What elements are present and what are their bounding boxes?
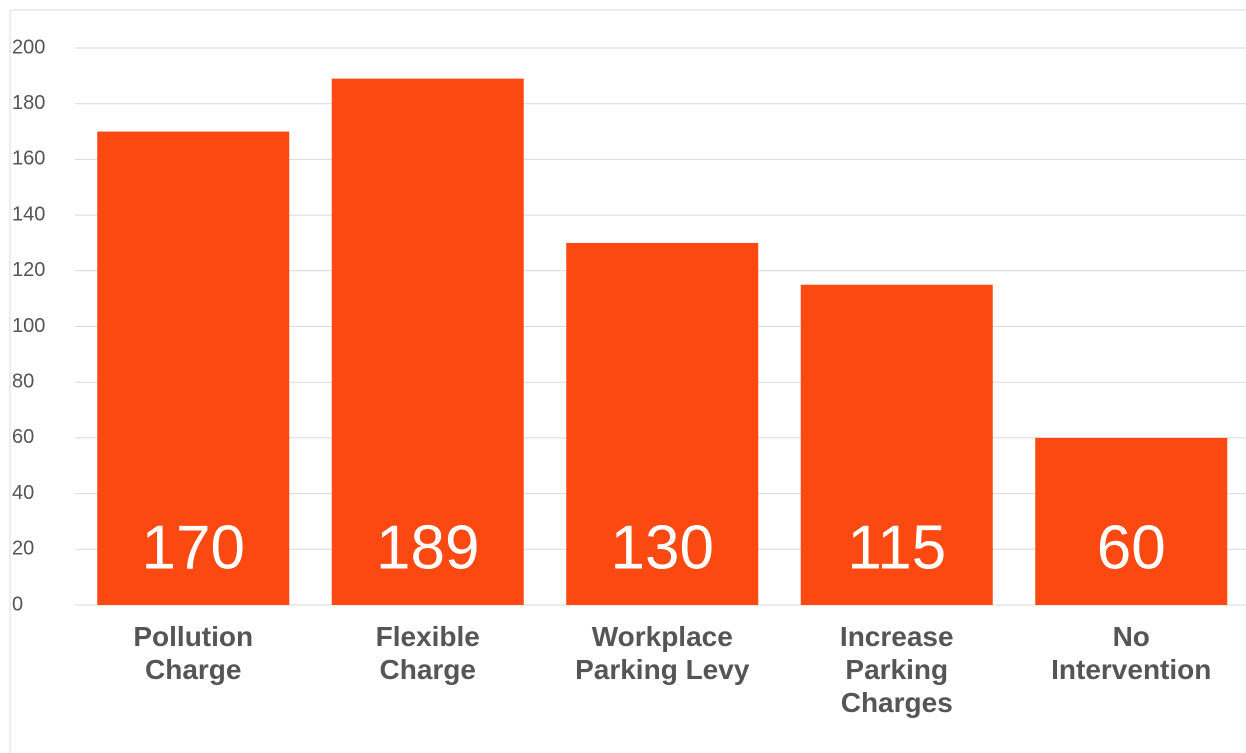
x-tick-label: Increase Parking Charges: [839, 621, 954, 718]
data-label: 170: [142, 513, 245, 582]
bar: [1035, 437, 1228, 605]
y-tick-label: 160: [12, 148, 45, 170]
y-tick-label: 200: [12, 36, 45, 58]
y-tick-label: 180: [12, 92, 45, 114]
y-tick-label: 20: [12, 538, 34, 560]
data-label: 115: [847, 513, 946, 582]
y-tick-label: 140: [12, 203, 45, 225]
bar: [97, 131, 290, 606]
x-tick-label: Pollution Charge: [133, 621, 254, 685]
y-tick-label: 120: [12, 259, 45, 281]
y-tick-label: 60: [12, 426, 34, 448]
y-tick-label: 80: [12, 370, 34, 392]
x-tick-label: Flexible Charge: [375, 621, 480, 685]
y-tick-label: 0: [12, 593, 23, 615]
x-tick-label: Workplace Parking Levy: [575, 621, 750, 685]
data-label: 189: [376, 513, 479, 582]
y-tick-label: 40: [12, 482, 34, 504]
bar: [800, 284, 993, 605]
x-tick-label: No Intervention: [1051, 621, 1212, 685]
y-tick-label: 100: [12, 315, 45, 337]
bar: [331, 78, 524, 605]
data-label: 130: [611, 513, 714, 582]
bar: [566, 242, 759, 605]
data-label: 60: [1097, 513, 1166, 582]
